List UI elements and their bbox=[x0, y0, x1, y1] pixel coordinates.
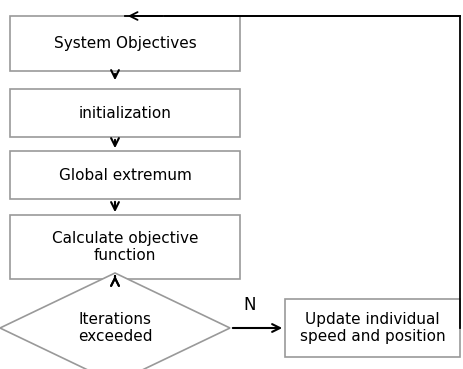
Text: Update individual
speed and position: Update individual speed and position bbox=[299, 312, 444, 344]
Polygon shape bbox=[0, 273, 230, 369]
Text: initialization: initialization bbox=[78, 106, 171, 121]
Text: Calculate objective
function: Calculate objective function bbox=[52, 231, 198, 263]
Bar bbox=[284, 299, 459, 357]
Bar bbox=[10, 16, 239, 71]
Text: N: N bbox=[243, 296, 256, 314]
Bar bbox=[10, 151, 239, 199]
Bar bbox=[10, 215, 239, 279]
Text: System Objectives: System Objectives bbox=[54, 36, 196, 51]
Bar bbox=[10, 89, 239, 137]
Text: Global extremum: Global extremum bbox=[58, 168, 191, 183]
Text: Iterations
exceeded: Iterations exceeded bbox=[78, 312, 152, 344]
